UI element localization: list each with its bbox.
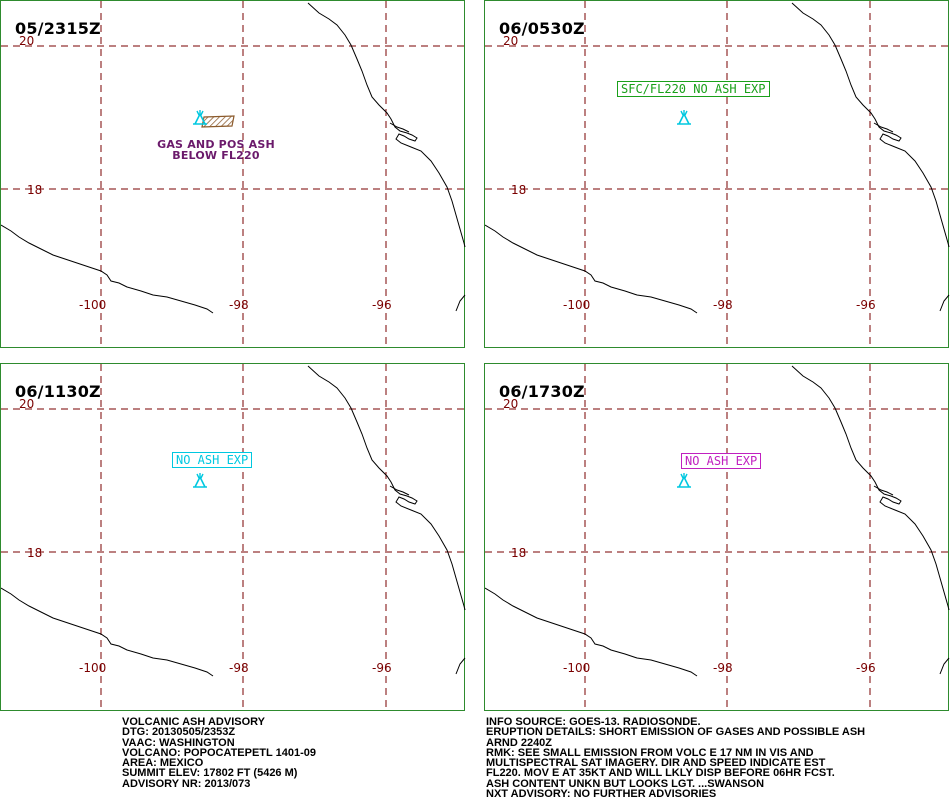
forecast-status-box: NO ASH EXP — [681, 453, 762, 469]
forecast-time-label: 05/2315Z — [15, 19, 101, 38]
forecast-status-box: NO ASH EXP — [172, 452, 253, 468]
advisory-line: VOLCANIC ASH ADVISORY — [122, 716, 266, 728]
latitude-label: 18 — [27, 183, 43, 197]
map-panel-2: 06/0530Z 20 18 -100 -98 -96 — [484, 0, 950, 349]
coastline — [791, 2, 950, 248]
coastline — [455, 294, 466, 312]
advisory-line: VAAC: WASHINGTON — [122, 736, 235, 749]
latitude-label: 20 — [503, 34, 519, 48]
longitude-label: -100 — [563, 661, 591, 675]
coastline — [1, 587, 214, 677]
coastline — [873, 122, 894, 133]
longitude-label: -96 — [372, 661, 392, 675]
coastline — [455, 657, 466, 675]
advisory-line: INFO SOURCE: GOES-13. RADIOSONDE. — [486, 716, 701, 728]
volcano-icon — [677, 473, 691, 488]
latitude-label: 20 — [503, 397, 519, 411]
map-canvas — [1, 364, 466, 712]
longitude-label: -98 — [713, 661, 733, 675]
coastline — [791, 365, 950, 611]
longitude-label: -98 — [713, 298, 733, 312]
advisory-line: ARND 2240Z — [486, 736, 553, 749]
advisory-left-text: VOLCANIC ASH ADVISORY DTG: 20130505/2353Z… — [122, 716, 316, 790]
latitude-label: 20 — [19, 34, 35, 48]
coastline — [873, 485, 894, 496]
map-canvas — [1, 1, 466, 349]
forecast-time-label: 06/0530Z — [499, 19, 585, 38]
advisory-right-text: INFO SOURCE: GOES-13. RADIOSONDE. ERUPTIO… — [486, 716, 866, 801]
advisory-line: SUMMIT ELEV: 17802 FT (5426 M) — [122, 767, 298, 780]
longitude-label: -100 — [79, 298, 107, 312]
advisory-line: MULTISPECTRAL SAT IMAGERY. DIR AND SPEED… — [486, 757, 826, 770]
latitude-label: 18 — [27, 546, 43, 560]
longitude-label: -100 — [79, 661, 107, 675]
latitude-label: 18 — [511, 546, 527, 560]
latitude-label: 18 — [511, 183, 527, 197]
advisory-line: DTG: 20130505/2353Z — [122, 726, 236, 739]
coastline — [1, 224, 214, 314]
map-panel-1: 05/2315Z 20 18 -100 -98 -96 GAS AND POS ASH BEL… — [0, 0, 466, 349]
coastline — [485, 224, 698, 314]
forecast-time-label: 06/1130Z — [15, 382, 101, 401]
latitude-label: 20 — [19, 397, 35, 411]
coastline — [307, 2, 466, 248]
advisory-line: VOLCANO: POPOCATEPETL 1401-09 — [122, 746, 316, 759]
map-canvas — [485, 364, 950, 712]
longitude-label: -96 — [856, 298, 876, 312]
volcano-icon — [193, 110, 207, 125]
volcano-icon — [677, 110, 691, 125]
advisory-line: ASH CONTENT UNKN BUT LOOKS LGT. ...SWANS… — [486, 777, 765, 790]
map-panel-4: 06/1730Z 20 18 -100 -98 -96 — [484, 363, 950, 712]
volcano-icon — [193, 473, 207, 488]
forecast-status-box: SFC/FL220 NO ASH EXP — [617, 81, 770, 97]
longitude-label: -96 — [856, 661, 876, 675]
ash-cloud-description-line: BELOW FL220 — [172, 149, 260, 162]
coastline — [307, 365, 466, 611]
coastline — [485, 587, 698, 677]
longitude-label: -100 — [563, 298, 591, 312]
ash-cloud-description: GAS AND POS ASH BELOW FL220 — [151, 139, 281, 161]
longitude-label: -96 — [372, 298, 392, 312]
longitude-label: -98 — [229, 298, 249, 312]
ash-cloud-description-line: GAS AND POS ASH — [157, 138, 275, 151]
advisory-line: ADVISORY NR: 2013/073 — [122, 777, 251, 790]
coastline — [939, 657, 950, 675]
coastline — [939, 294, 950, 312]
longitude-label: -98 — [229, 661, 249, 675]
coastline — [389, 485, 410, 496]
advisory-line: NXT ADVISORY: NO FURTHER ADVISORIES — [486, 788, 717, 801]
advisory-line: RMK: SEE SMALL EMISSION FROM VOLC E 17 N… — [486, 746, 814, 759]
advisory-line: FL220. MOV E AT 35KT AND WILL LKLY DISP … — [486, 767, 835, 780]
advisory-line: ERUPTION DETAILS: SHORT EMISSION OF GASE… — [486, 726, 866, 739]
coastline — [389, 122, 410, 133]
map-panel-3: 06/1130Z 20 18 -100 -98 -96 — [0, 363, 466, 712]
ash-cloud-area — [201, 115, 235, 128]
map-canvas — [485, 1, 950, 349]
forecast-time-label: 06/1730Z — [499, 382, 585, 401]
advisory-line: AREA: MEXICO — [122, 757, 204, 770]
